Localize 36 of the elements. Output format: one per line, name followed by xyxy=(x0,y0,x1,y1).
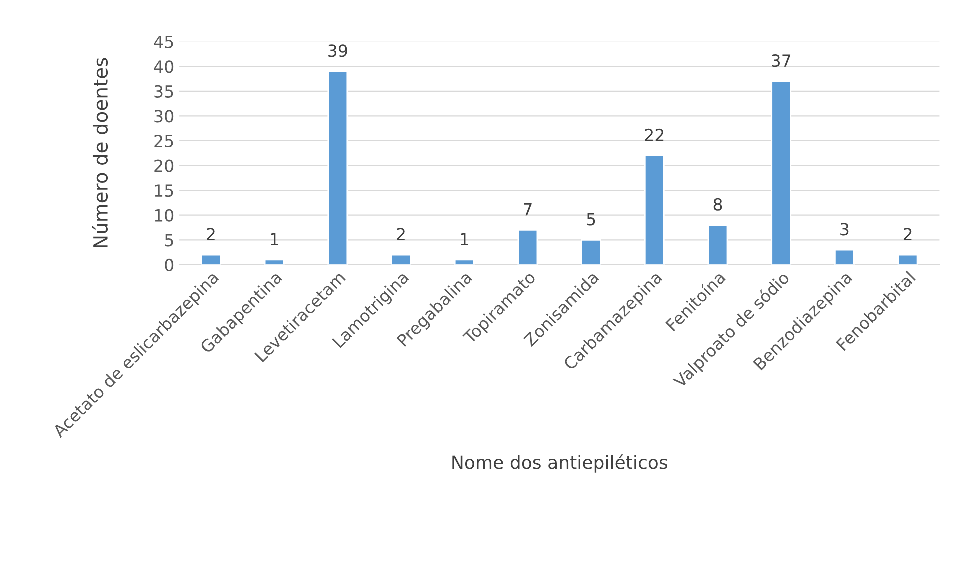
y-tick-label: 5 xyxy=(165,234,174,247)
y-tick-label: 40 xyxy=(154,60,174,74)
y-tick-label: 35 xyxy=(154,85,174,98)
bar xyxy=(644,155,665,265)
y-tick-label: 10 xyxy=(155,209,174,222)
data-label: 1 xyxy=(271,233,278,246)
bar xyxy=(581,239,602,265)
bar xyxy=(264,259,285,265)
data-label: 2 xyxy=(397,228,405,240)
bar xyxy=(328,70,348,265)
y-tick-label: 20 xyxy=(154,160,174,172)
data-label: 2 xyxy=(207,228,215,240)
data-label: 37 xyxy=(772,54,791,68)
y-tick-label: 30 xyxy=(154,110,174,123)
data-label: 7 xyxy=(524,204,532,216)
bar xyxy=(708,224,728,265)
data-label: 1 xyxy=(461,233,468,246)
data-label: 8 xyxy=(714,198,722,211)
y-tick-label: 0 xyxy=(165,258,174,272)
data-label: 5 xyxy=(587,213,596,226)
bar xyxy=(454,259,475,265)
y-tick-label: 25 xyxy=(154,134,174,148)
bar xyxy=(834,249,855,265)
data-label: 2 xyxy=(904,228,912,240)
y-axis-title: Número de doentes xyxy=(92,58,108,248)
data-label: 3 xyxy=(840,223,849,236)
y-tick-label: 45 xyxy=(154,36,174,48)
data-label: 39 xyxy=(328,44,348,58)
bar xyxy=(518,230,538,265)
bar xyxy=(898,254,918,265)
y-tick-label: 15 xyxy=(155,184,174,198)
x-axis-title: Nome dos antiepiléticos xyxy=(452,454,668,473)
bar xyxy=(771,80,792,265)
bar xyxy=(391,254,412,265)
bar xyxy=(201,254,222,265)
data-label: 22 xyxy=(645,128,664,142)
